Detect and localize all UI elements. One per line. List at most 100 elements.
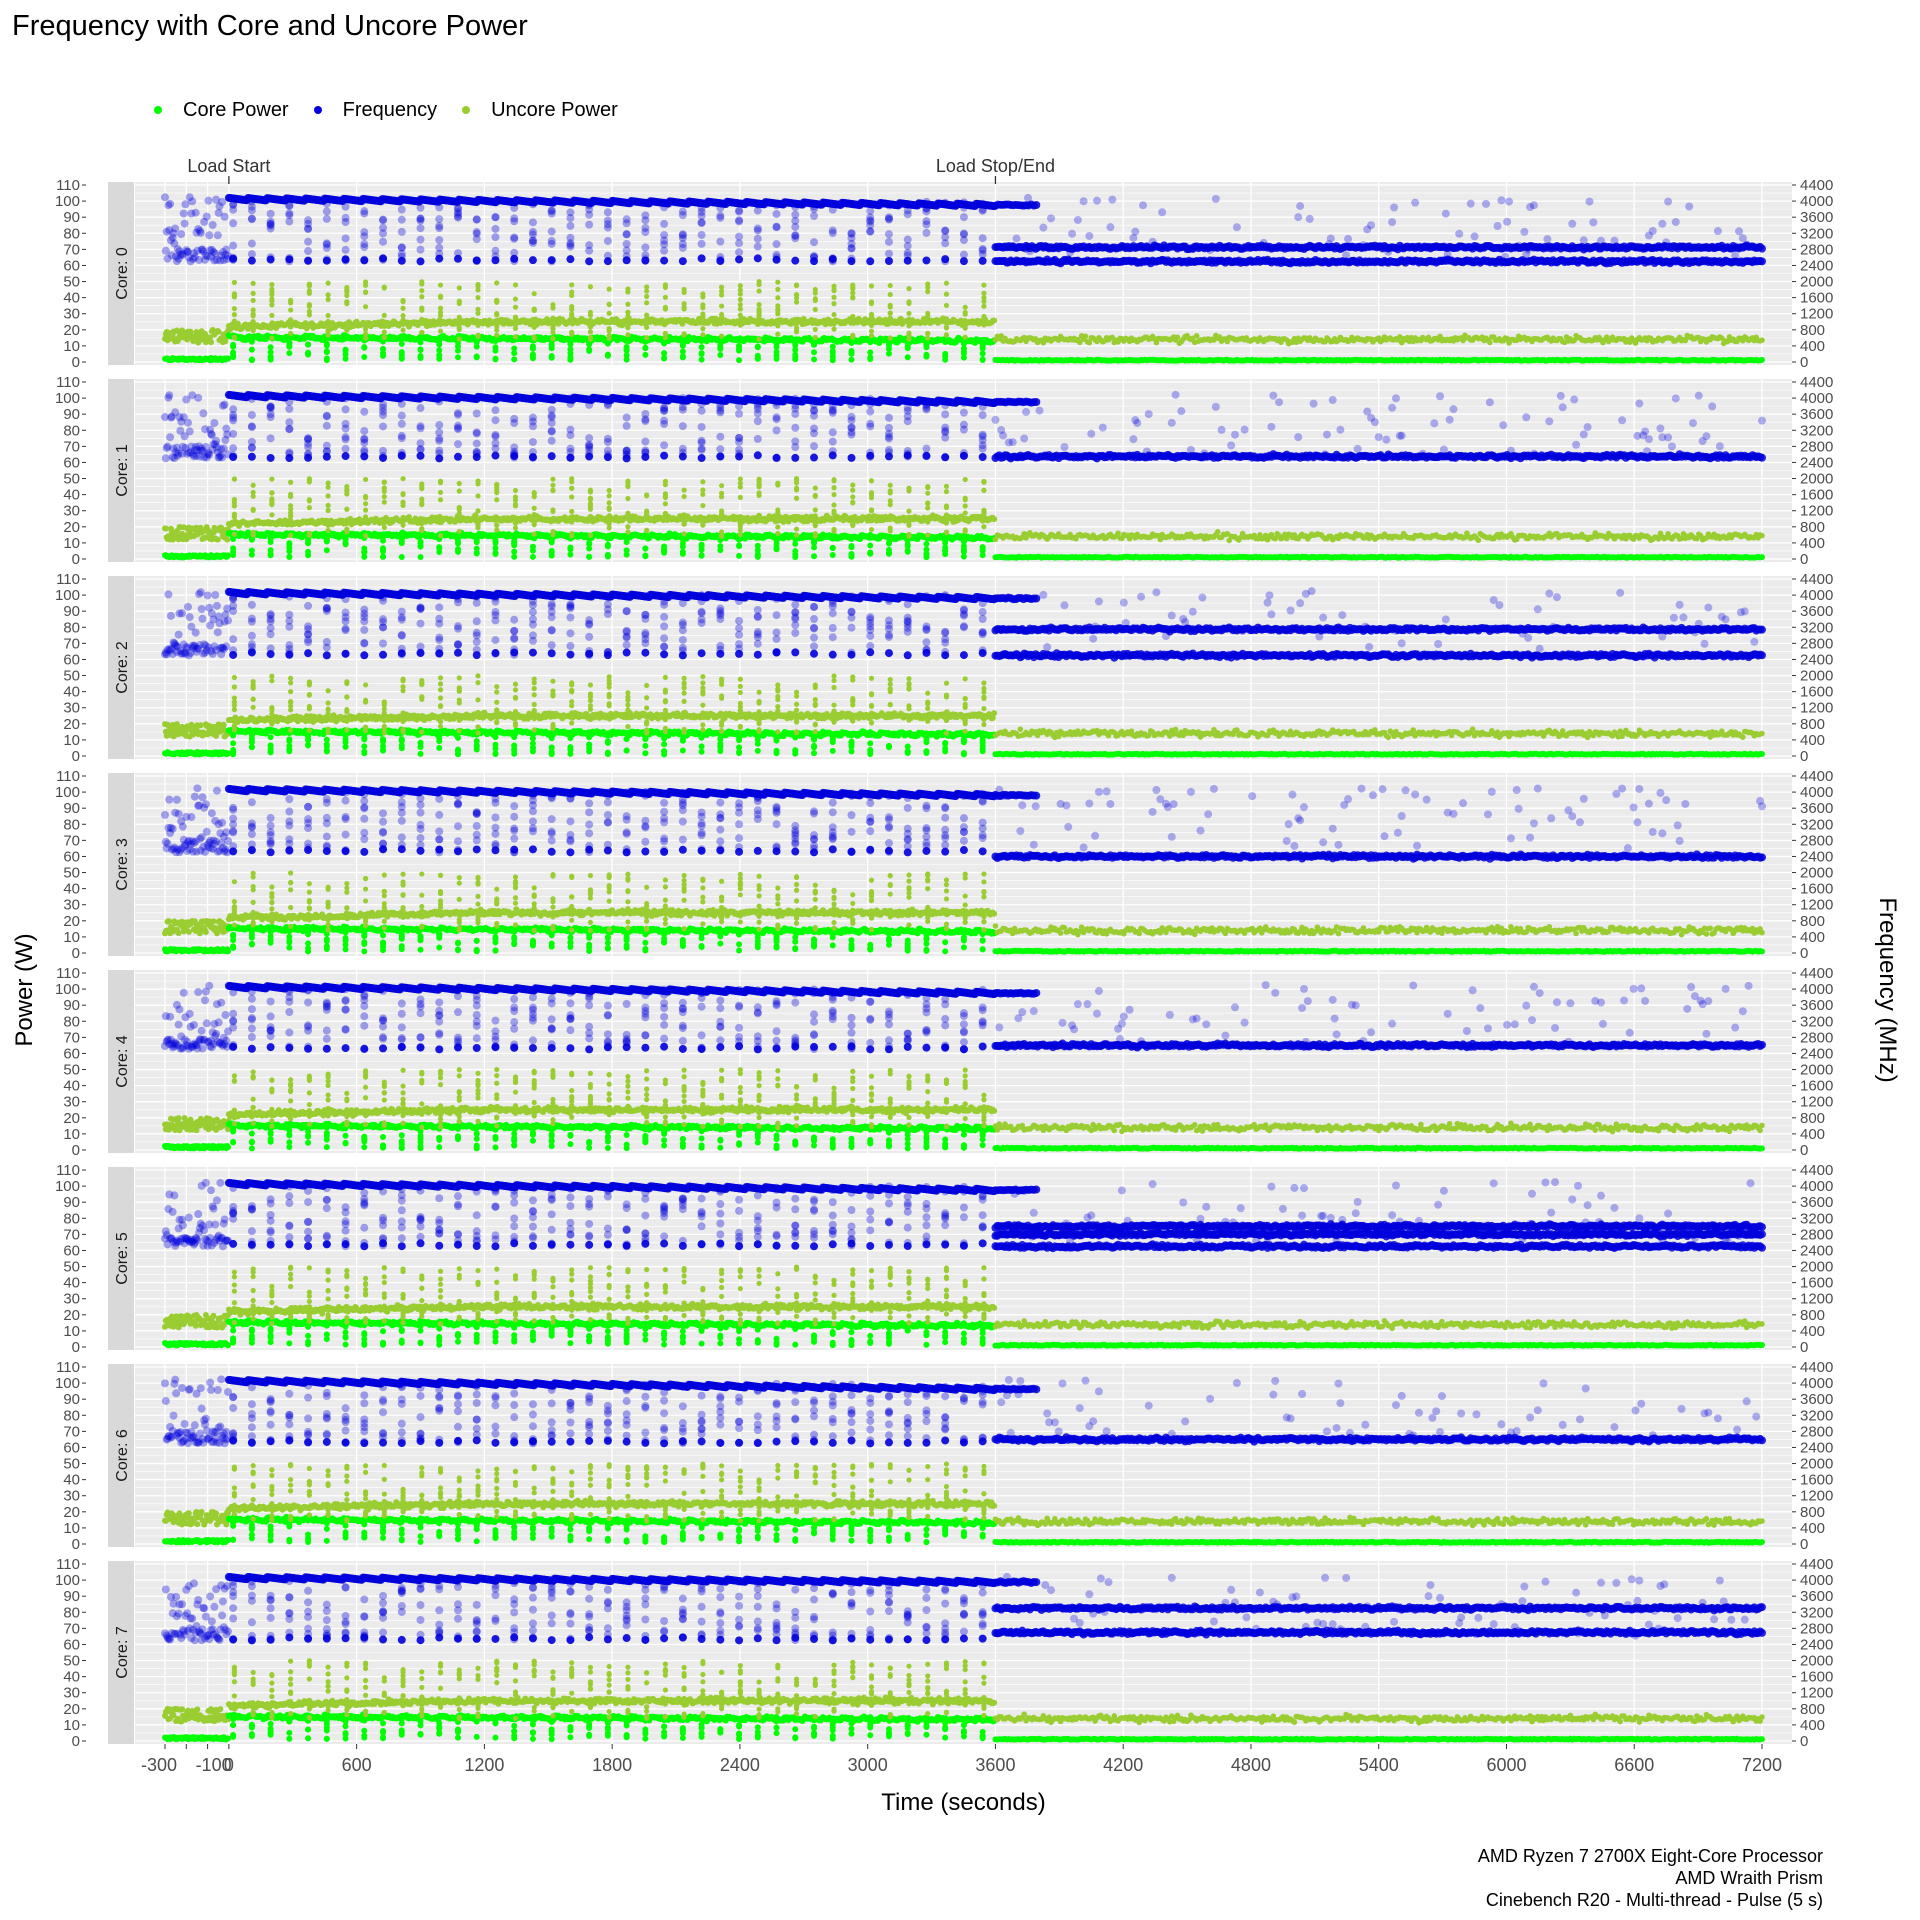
uncore-power-point (363, 304, 368, 309)
frequency-point (791, 211, 799, 219)
uncore-power-point (588, 313, 593, 318)
frequency-point (171, 224, 179, 232)
core-power-point (399, 335, 405, 341)
y2-tick-label: 1600 (1800, 290, 1833, 307)
uncore-power-point (981, 322, 986, 327)
frequency-point (184, 419, 192, 427)
uncore-power-point (1175, 334, 1181, 340)
uncore-power-point (888, 311, 893, 316)
frequency-point (491, 198, 499, 206)
frequency-point (791, 257, 799, 265)
core-power-point (361, 354, 367, 360)
frequency-point (735, 239, 743, 247)
uncore-power-point (831, 327, 836, 332)
uncore-power-point (457, 285, 462, 290)
uncore-power-point (794, 292, 799, 297)
uncore-power-point (944, 332, 949, 337)
uncore-power-point (794, 283, 799, 288)
core-power-point (830, 337, 836, 343)
y-tick-label: 70 (63, 241, 80, 258)
core-power-point (418, 346, 424, 352)
uncore-power-point (981, 282, 986, 287)
frequency-point (360, 210, 368, 218)
frequency-point (904, 236, 912, 244)
frequency-point (304, 257, 312, 265)
uncore-power-point (232, 318, 237, 323)
uncore-power-point (475, 284, 480, 289)
uncore-power-point (719, 289, 724, 294)
frequency-point (791, 231, 799, 239)
y-tick-label: 80 (63, 422, 80, 439)
frequency-point (1505, 198, 1513, 206)
uncore-power-point (532, 291, 537, 296)
uncore-power-point (438, 282, 443, 287)
frequency-point (716, 257, 724, 265)
core-power-point (923, 342, 929, 348)
uncore-power-point (991, 317, 997, 323)
uncore-power-point (251, 325, 256, 330)
core-power-point (268, 349, 274, 355)
frequency-point (698, 231, 706, 239)
core-power-point (436, 356, 442, 362)
frequency-point (285, 218, 293, 226)
frequency-point (165, 391, 173, 399)
uncore-power-point (925, 289, 930, 294)
frequency-point (267, 225, 275, 233)
uncore-power-point (438, 329, 443, 334)
frequency-point (922, 205, 930, 213)
uncore-power-point (269, 297, 274, 302)
uncore-power-point (269, 287, 274, 292)
uncore-power-point (163, 525, 169, 531)
frequency-point (267, 218, 275, 226)
frequency-point (698, 240, 706, 248)
uncore-power-point (775, 332, 780, 337)
uncore-power-point (663, 335, 668, 340)
frequency-point (904, 257, 912, 265)
frequency-point (960, 257, 968, 265)
frequency-point (379, 254, 387, 262)
core-power-point (436, 338, 442, 344)
y-tick-label: 50 (63, 471, 80, 488)
frequency-point (529, 256, 537, 264)
y-tick-label: 10 (63, 535, 80, 552)
uncore-power-point (700, 305, 705, 310)
uncore-power-point (888, 303, 893, 308)
frequency-point (417, 236, 425, 244)
core-power-point (792, 356, 798, 362)
frequency-point (398, 228, 406, 236)
frequency-point (1047, 214, 1055, 222)
core-power-point (736, 357, 742, 363)
uncore-power-point (888, 315, 893, 320)
frequency-point (1494, 222, 1502, 230)
frequency-point (604, 224, 612, 232)
y2-tick-label: 1600 (1800, 487, 1833, 504)
frequency-point (1467, 200, 1475, 208)
frequency-point (248, 257, 256, 265)
uncore-power-point (775, 287, 780, 292)
frequency-point (866, 207, 874, 215)
core-power-point (867, 349, 873, 355)
facet-panel: Core: 1010203040506070809010011004008001… (55, 374, 1833, 568)
frequency-point (660, 247, 668, 255)
frequency-point (529, 218, 537, 226)
frequency-point (398, 216, 406, 224)
frequency-point (204, 197, 212, 205)
core-power-point (774, 352, 780, 358)
frequency-point (585, 221, 593, 229)
frequency-point (773, 223, 781, 231)
frequency-point (829, 227, 837, 235)
uncore-power-point (663, 295, 668, 300)
uncore-power-point (494, 299, 499, 304)
core-power-point (530, 355, 536, 361)
frequency-point (660, 257, 668, 265)
uncore-power-point (400, 322, 405, 327)
frequency-point (304, 216, 312, 224)
frequency-point (323, 207, 331, 215)
frequency-point (1131, 228, 1139, 236)
uncore-power-point (869, 329, 874, 334)
uncore-power-point (232, 312, 237, 317)
frequency-point (866, 221, 874, 229)
frequency-point (885, 201, 893, 209)
uncore-power-point (682, 306, 687, 311)
uncore-power-point (682, 290, 687, 295)
